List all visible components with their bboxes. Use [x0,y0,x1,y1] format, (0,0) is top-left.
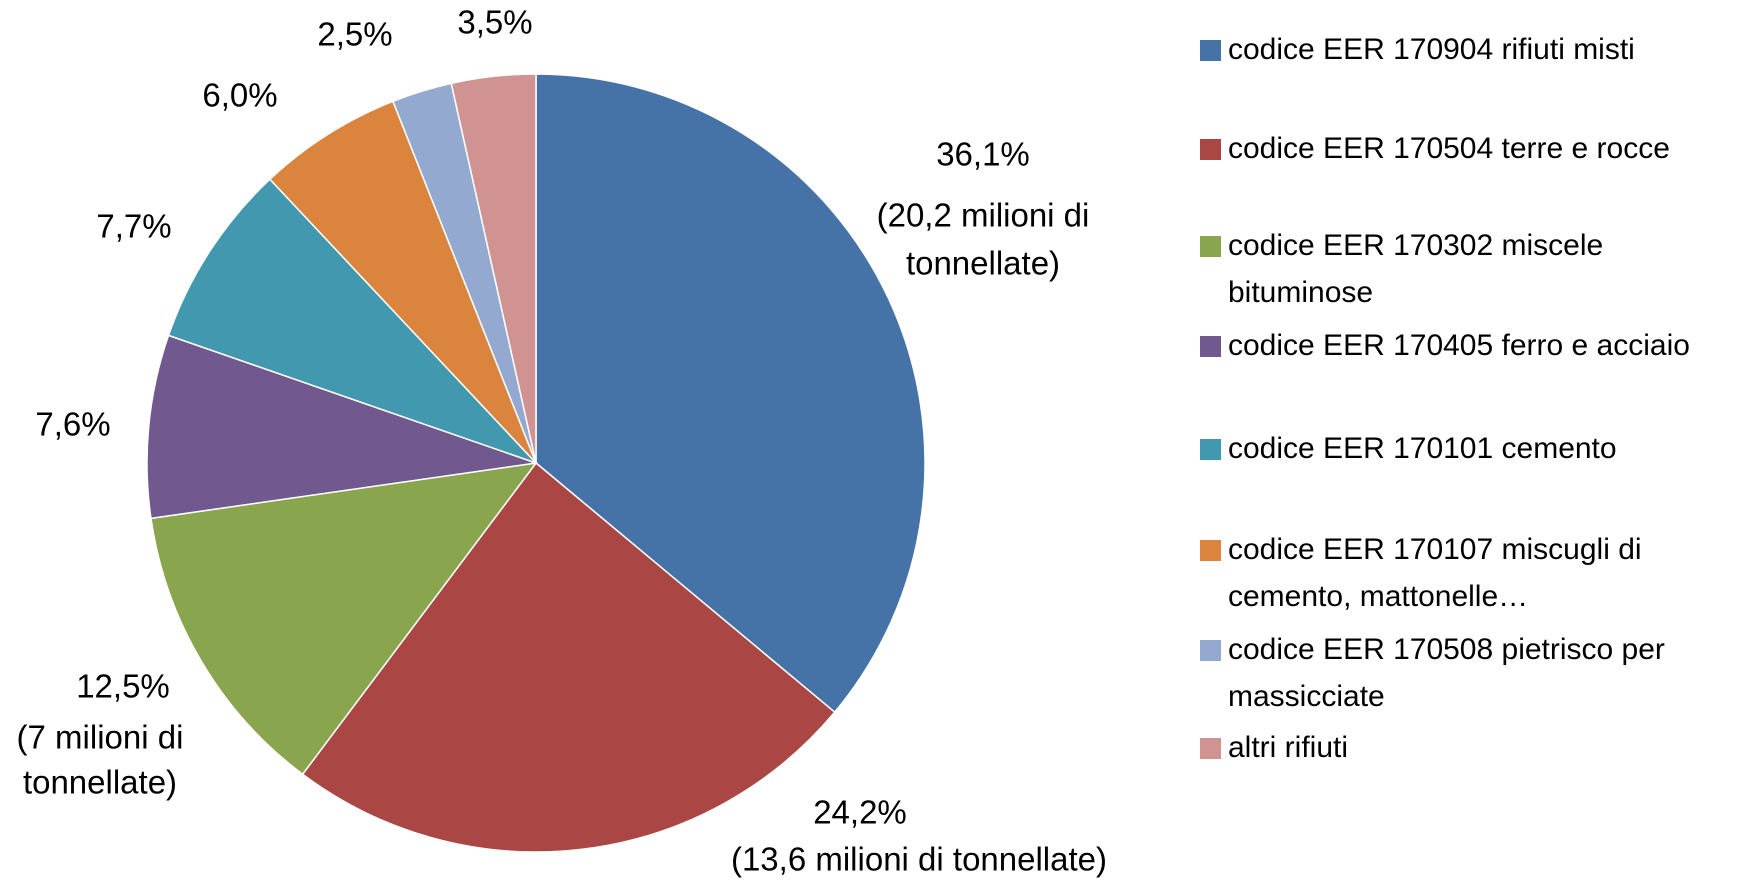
annotation: tonnellate) [23,764,177,801]
pie-slice [301,461,836,853]
legend-swatch [1200,40,1221,61]
legend-item: codice EER 170107 miscugli di cemento, m… [1198,526,1738,620]
legend-label: altri rifiuti [1228,731,1349,764]
legend-swatch [1200,236,1221,257]
legend-item: altri rifiuti [1198,724,1738,771]
legend-label: codice EER 170405 ferro e acciaio [1228,329,1690,362]
data-label: 7,7% [96,208,171,245]
legend-swatch [1200,336,1221,357]
legend-label: codice EER 170101 cemento [1228,432,1617,465]
data-label: 12,5% [76,668,170,705]
legend-item: codice EER 170101 cemento [1198,425,1738,472]
legend-swatch [1200,439,1221,460]
legend-swatch [1200,738,1221,759]
data-label: 6,0% [202,77,277,114]
annotation: (13,6 milioni di tonnellate) [731,841,1107,878]
data-label: 2,5% [317,16,392,53]
annotation: tonnellate) [906,245,1060,282]
pie-slice [268,100,537,464]
data-label: 36,1% [936,136,1030,173]
legend-label: codice EER 170504 terre e rocce [1228,132,1670,165]
legend-label: codice EER 170302 miscele bituminose [1228,229,1604,309]
legend-label: codice EER 170904 rifiuti misti [1228,33,1635,66]
pie-slice [150,461,538,776]
legend-swatch [1200,139,1221,160]
annotation: (7 milioni di [17,719,184,756]
legend-label: codice EER 170107 miscugli di cemento, m… [1228,533,1642,613]
legend-label: codice EER 170508 pietrisco per massicci… [1228,633,1665,713]
annotation: (20,2 milioni di [877,197,1090,234]
data-label: 24,2% [813,794,907,831]
pie-slice [167,178,537,464]
legend-item: codice EER 170904 rifiuti misti [1198,26,1738,73]
legend-item: codice EER 170302 miscele bituminose [1198,222,1738,316]
pie-slice [450,73,537,464]
data-label: 3,5% [457,4,532,41]
legend-item: codice EER 170405 ferro e acciaio [1198,322,1738,369]
pie-slice [535,73,926,714]
legend-swatch [1200,540,1221,561]
legend-item: codice EER 170508 pietrisco per massicci… [1198,626,1738,720]
legend-item: codice EER 170504 terre e rocce [1198,125,1738,172]
data-label: 7,6% [35,406,110,443]
pie-slice [146,334,537,520]
legend-swatch [1200,640,1221,661]
